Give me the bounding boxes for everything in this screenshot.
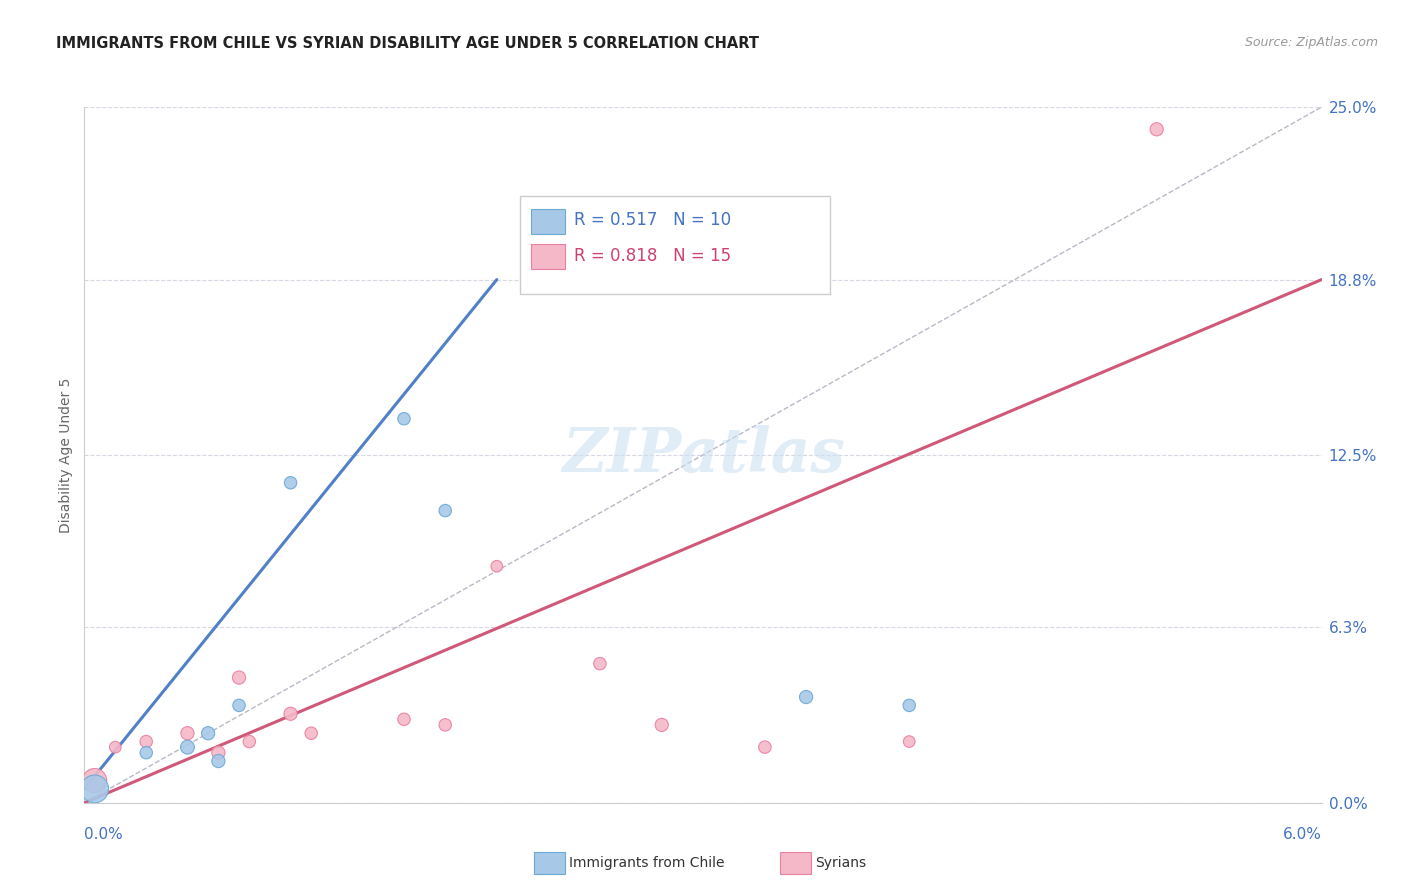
Point xyxy=(135,734,157,748)
Text: 0.0%: 0.0% xyxy=(84,827,124,841)
Point xyxy=(228,698,250,713)
Point xyxy=(197,726,219,740)
Point xyxy=(238,734,260,748)
Point xyxy=(83,781,105,796)
Point xyxy=(651,718,673,732)
Point xyxy=(754,740,776,755)
Point xyxy=(299,726,322,740)
Y-axis label: Disability Age Under 5: Disability Age Under 5 xyxy=(59,377,73,533)
Text: R = 0.517   N = 10: R = 0.517 N = 10 xyxy=(574,211,731,229)
Point xyxy=(280,475,302,490)
Point xyxy=(434,503,457,517)
Text: Source: ZipAtlas.com: Source: ZipAtlas.com xyxy=(1244,36,1378,49)
Point xyxy=(485,559,508,574)
Point xyxy=(135,746,157,760)
Point xyxy=(392,411,415,425)
Point xyxy=(280,706,302,721)
Point xyxy=(176,740,198,755)
Text: R = 0.818   N = 15: R = 0.818 N = 15 xyxy=(574,247,731,265)
Text: Immigrants from Chile: Immigrants from Chile xyxy=(569,856,725,871)
Text: ZIPatlas: ZIPatlas xyxy=(561,425,845,485)
Point xyxy=(898,698,921,713)
Point xyxy=(207,754,229,768)
Point xyxy=(589,657,612,671)
Text: IMMIGRANTS FROM CHILE VS SYRIAN DISABILITY AGE UNDER 5 CORRELATION CHART: IMMIGRANTS FROM CHILE VS SYRIAN DISABILI… xyxy=(56,36,759,51)
Text: 6.0%: 6.0% xyxy=(1282,827,1322,841)
Point xyxy=(434,718,457,732)
Point xyxy=(83,773,105,788)
Point xyxy=(794,690,817,704)
Point xyxy=(176,726,198,740)
Point xyxy=(104,740,127,755)
Point xyxy=(392,712,415,726)
Point xyxy=(1146,122,1168,136)
Point xyxy=(228,671,250,685)
Text: Syrians: Syrians xyxy=(815,856,866,871)
Point xyxy=(207,746,229,760)
Point xyxy=(898,734,921,748)
